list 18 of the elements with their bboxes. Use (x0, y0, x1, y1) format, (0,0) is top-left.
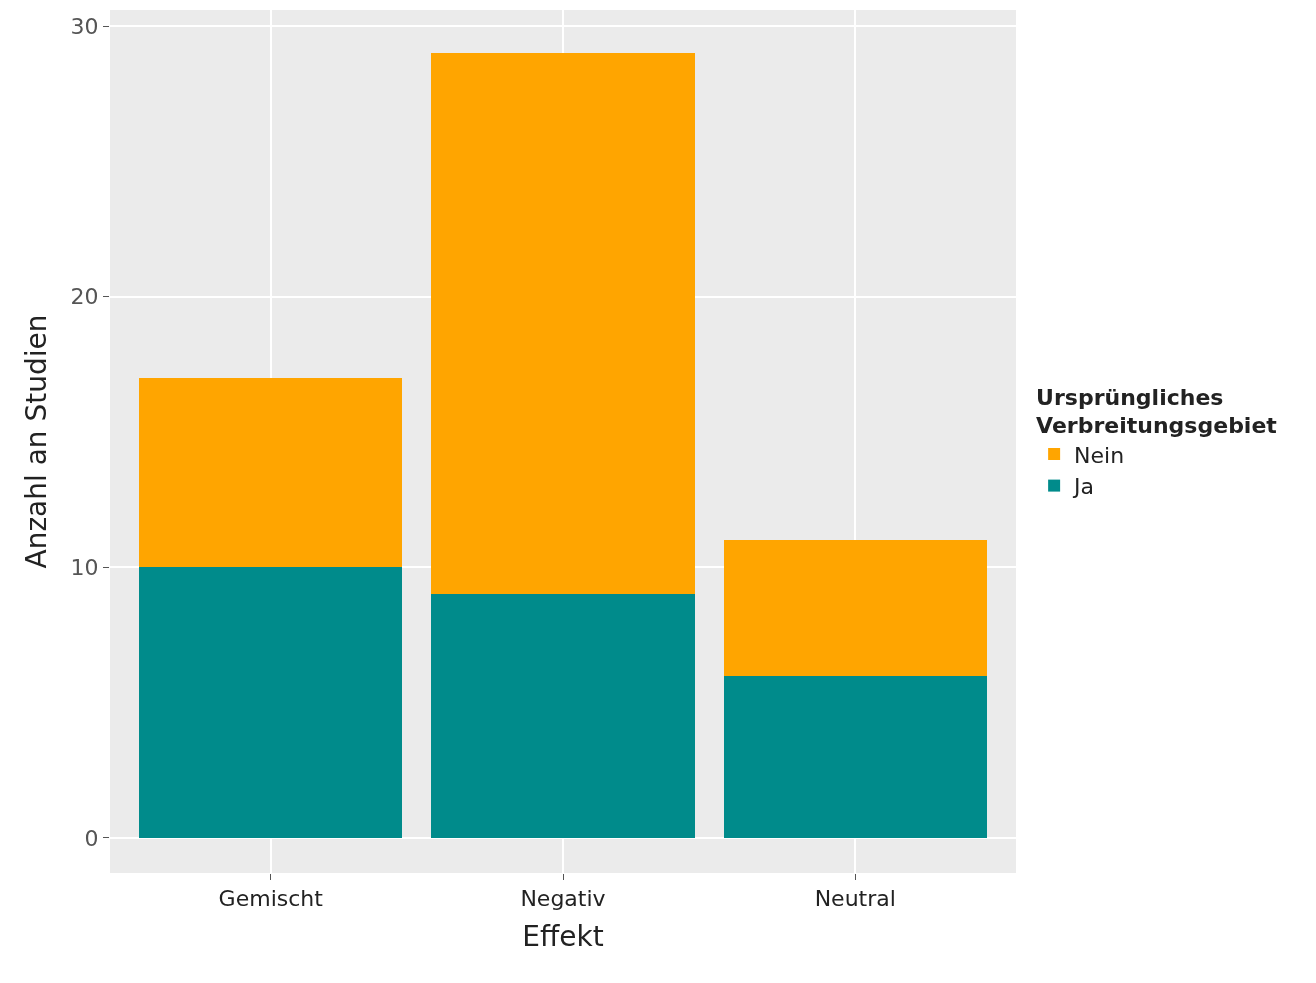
y-tick-label: 20 (70, 284, 99, 310)
bar (139, 567, 403, 838)
bar (139, 377, 403, 568)
x-tick-label: Gemischt (218, 886, 324, 912)
x-axis-title: Effekt (522, 919, 604, 953)
y-axis-title: Anzahl an Studien (20, 314, 54, 569)
bar (723, 675, 987, 838)
legend-label: Ja (1072, 474, 1095, 500)
bar (723, 540, 987, 676)
legend-title: Ursprüngliches Verbreitungsgebiet (1036, 384, 1278, 439)
y-tick-label: 10 (70, 555, 99, 580)
y-tick-label: 30 (70, 13, 99, 39)
bar (431, 53, 695, 595)
legend-label: Nein (1074, 442, 1125, 468)
bar (431, 594, 695, 838)
y-tick-label: 0 (84, 825, 99, 851)
x-tick-label: Negativ (520, 886, 606, 912)
x-tick-label: Neutral (814, 886, 896, 912)
